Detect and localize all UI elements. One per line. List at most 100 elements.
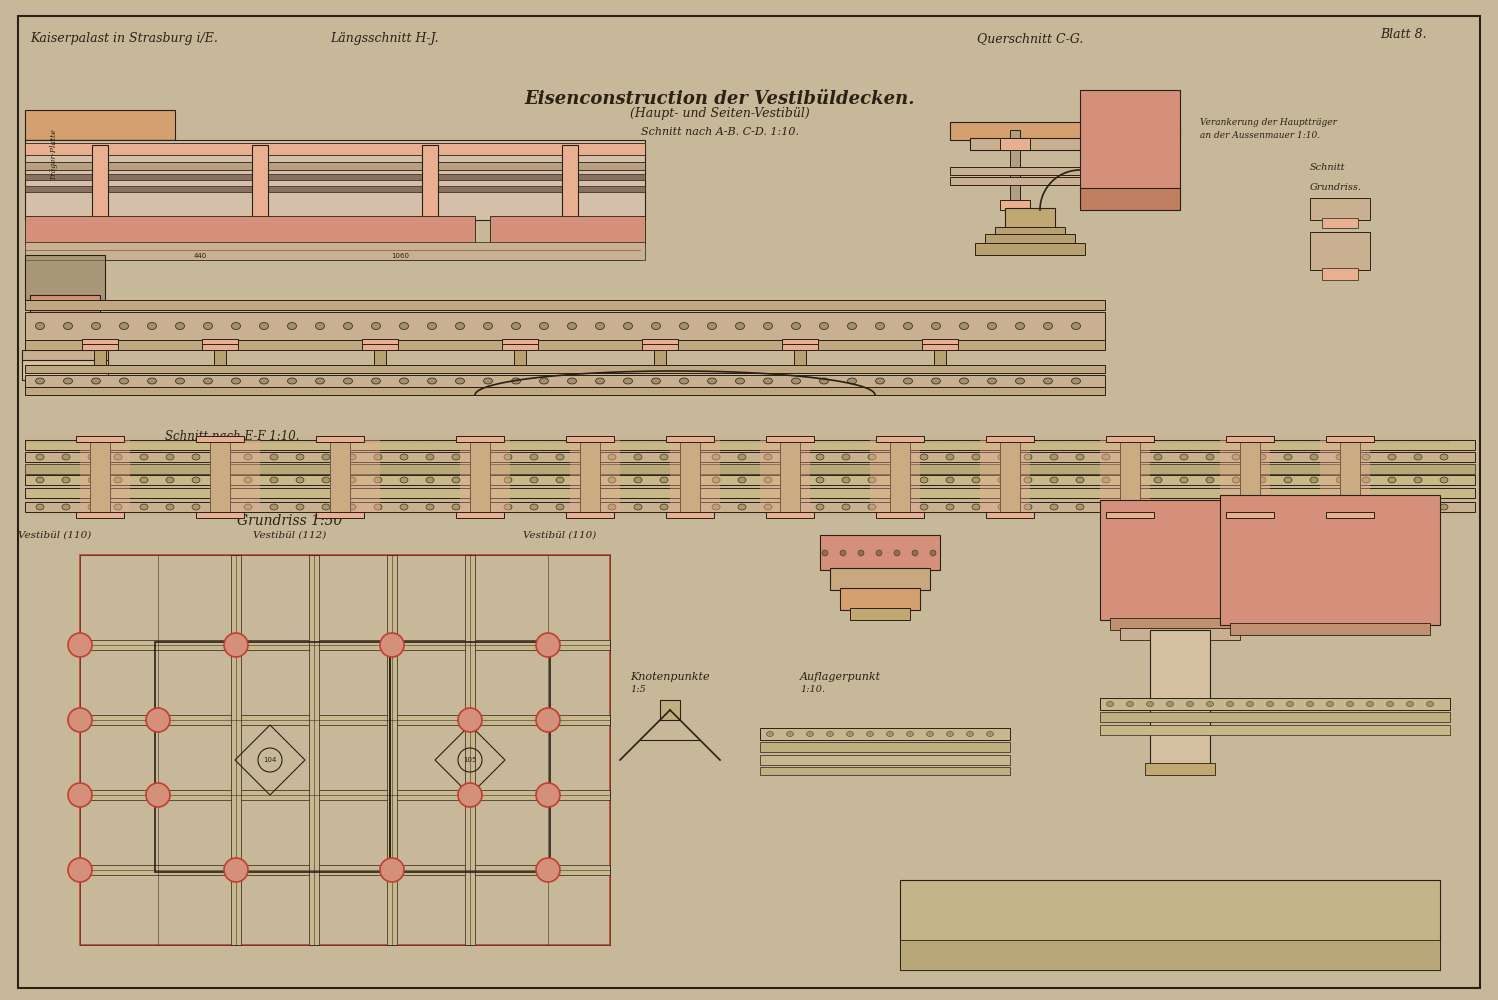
Ellipse shape	[1287, 702, 1293, 706]
Ellipse shape	[120, 378, 129, 384]
Text: an der Aussenmauer 1:10.: an der Aussenmauer 1:10.	[1200, 131, 1320, 140]
Text: Schnitt: Schnitt	[1309, 163, 1345, 172]
Text: Schnitt nach A-B. C-D. 1:10.: Schnitt nach A-B. C-D. 1:10.	[641, 127, 798, 137]
Circle shape	[930, 550, 936, 556]
Ellipse shape	[596, 378, 605, 384]
Ellipse shape	[791, 378, 800, 384]
Ellipse shape	[425, 477, 434, 483]
Ellipse shape	[259, 378, 268, 384]
Ellipse shape	[232, 322, 241, 330]
Ellipse shape	[875, 322, 884, 330]
Bar	[154, 642, 389, 872]
Ellipse shape	[244, 504, 252, 510]
Ellipse shape	[875, 378, 884, 384]
Bar	[210, 440, 261, 512]
Ellipse shape	[91, 378, 100, 384]
Bar	[1080, 188, 1180, 210]
Ellipse shape	[63, 322, 72, 330]
Ellipse shape	[88, 504, 96, 510]
Ellipse shape	[503, 504, 512, 510]
Ellipse shape	[1025, 454, 1032, 460]
Ellipse shape	[1050, 477, 1058, 483]
Ellipse shape	[736, 322, 745, 330]
Bar	[667, 512, 715, 518]
Bar	[1323, 268, 1359, 280]
Ellipse shape	[608, 504, 616, 510]
Bar	[490, 216, 646, 244]
Bar	[1106, 436, 1153, 442]
Bar	[252, 145, 268, 220]
Ellipse shape	[539, 378, 548, 384]
Bar	[1100, 725, 1450, 735]
Circle shape	[894, 550, 900, 556]
Bar	[566, 512, 614, 518]
Bar	[25, 140, 175, 155]
Bar	[455, 512, 503, 518]
Bar	[900, 880, 1440, 970]
Bar	[330, 440, 351, 512]
Bar	[840, 588, 920, 610]
Bar	[422, 145, 437, 220]
Ellipse shape	[842, 454, 849, 460]
Bar	[1121, 440, 1140, 512]
Bar	[1001, 440, 1020, 512]
Text: Grundriss 1:50: Grundriss 1:50	[237, 514, 343, 528]
Ellipse shape	[846, 732, 854, 736]
Ellipse shape	[36, 378, 45, 384]
Circle shape	[536, 633, 560, 657]
Bar	[876, 436, 924, 442]
Ellipse shape	[484, 322, 493, 330]
Bar	[25, 216, 475, 244]
Bar	[316, 512, 364, 518]
Ellipse shape	[947, 454, 954, 460]
Bar	[25, 186, 646, 192]
Ellipse shape	[374, 504, 382, 510]
Ellipse shape	[1071, 322, 1080, 330]
Bar	[1323, 218, 1359, 228]
Text: 440: 440	[193, 253, 207, 259]
Bar	[502, 339, 538, 345]
Ellipse shape	[1153, 477, 1162, 483]
Ellipse shape	[1266, 702, 1273, 706]
Bar	[1100, 712, 1450, 722]
Ellipse shape	[987, 732, 993, 736]
Text: Eisenconstruction der Vestibüldecken.: Eisenconstruction der Vestibüldecken.	[524, 90, 915, 108]
Ellipse shape	[1076, 504, 1085, 510]
Ellipse shape	[539, 322, 548, 330]
Bar	[25, 488, 1476, 498]
Ellipse shape	[36, 504, 43, 510]
Bar	[1150, 630, 1210, 770]
Bar	[870, 440, 920, 512]
Ellipse shape	[452, 477, 460, 483]
Bar	[1010, 130, 1020, 210]
Bar	[30, 295, 100, 320]
Ellipse shape	[232, 378, 241, 384]
Ellipse shape	[166, 454, 174, 460]
Ellipse shape	[120, 322, 129, 330]
Ellipse shape	[530, 477, 538, 483]
Bar	[1326, 512, 1374, 518]
Ellipse shape	[1246, 702, 1254, 706]
Ellipse shape	[270, 477, 279, 483]
Bar	[670, 440, 721, 512]
Ellipse shape	[139, 477, 148, 483]
Ellipse shape	[1284, 454, 1291, 460]
Ellipse shape	[530, 504, 538, 510]
Bar	[79, 555, 610, 945]
Ellipse shape	[1206, 702, 1213, 706]
Ellipse shape	[791, 322, 800, 330]
Circle shape	[912, 550, 918, 556]
Ellipse shape	[1016, 378, 1025, 384]
Ellipse shape	[966, 732, 974, 736]
Ellipse shape	[503, 477, 512, 483]
Ellipse shape	[686, 504, 694, 510]
Ellipse shape	[1128, 454, 1135, 460]
Ellipse shape	[623, 378, 632, 384]
Bar	[25, 312, 1106, 340]
Ellipse shape	[114, 454, 121, 460]
Bar	[25, 475, 1476, 485]
Ellipse shape	[322, 504, 330, 510]
Ellipse shape	[960, 378, 969, 384]
Bar	[514, 340, 526, 365]
Ellipse shape	[972, 477, 980, 483]
